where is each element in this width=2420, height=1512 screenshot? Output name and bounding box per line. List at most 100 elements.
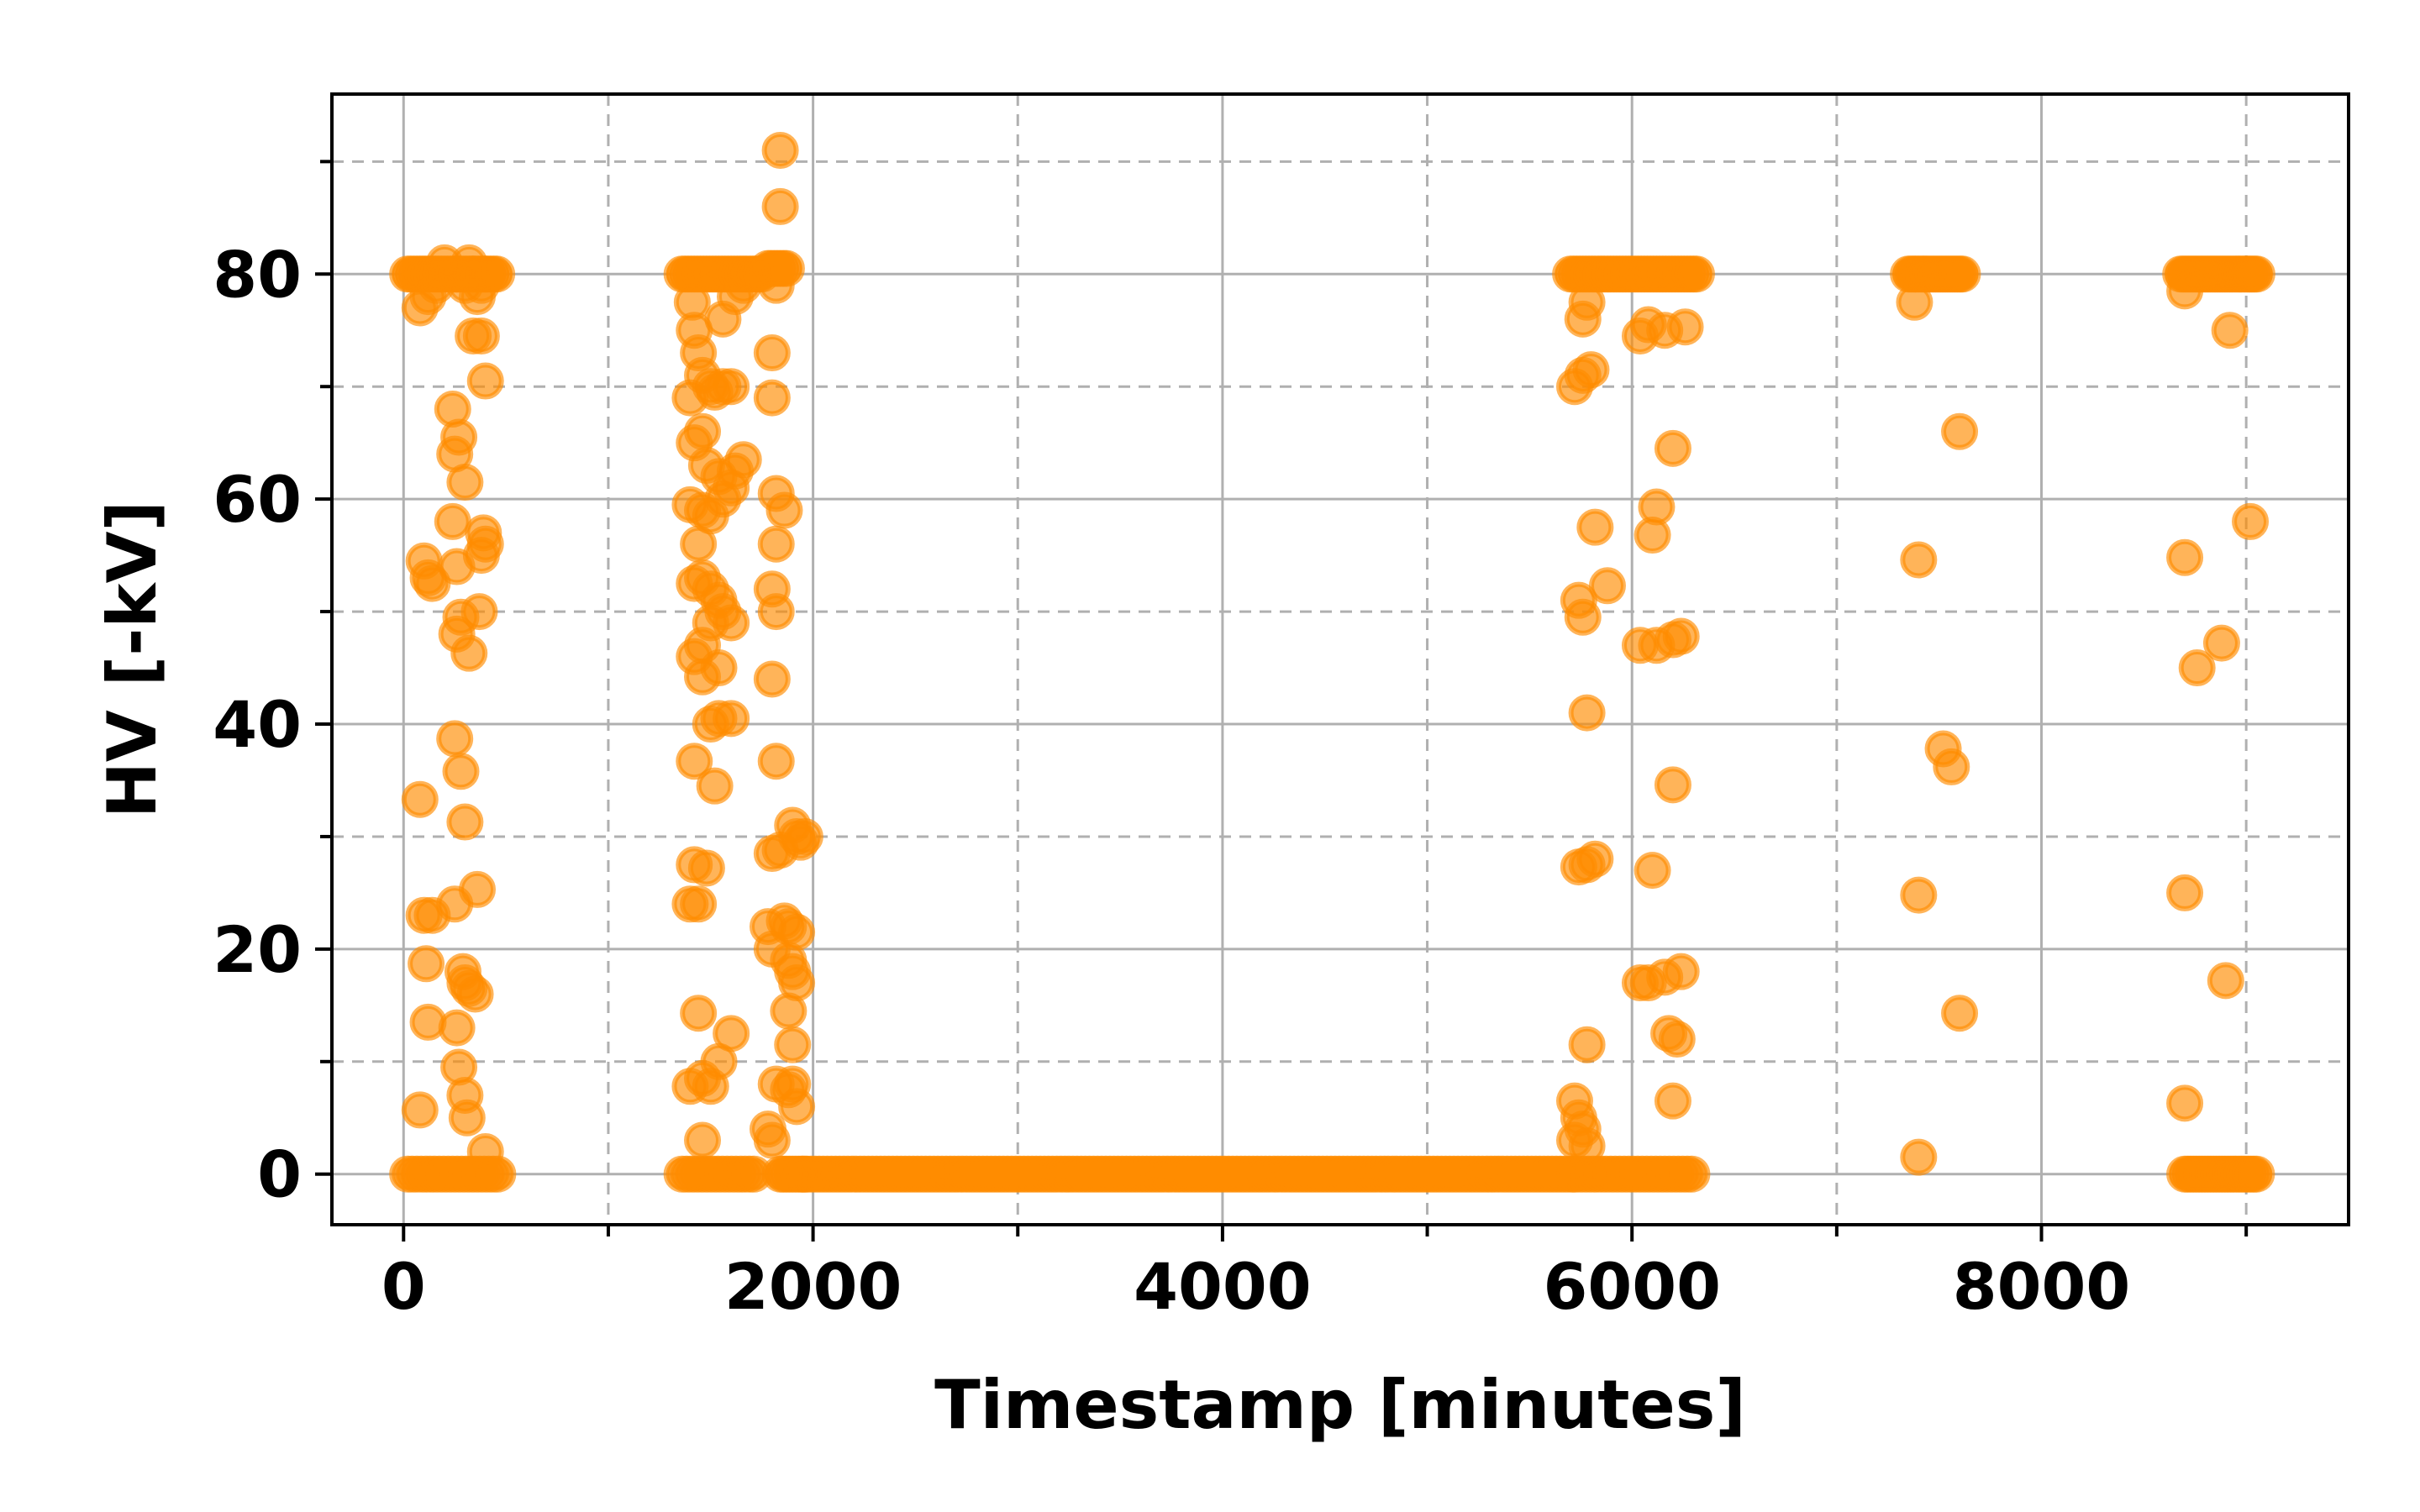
- data-point: [466, 1132, 504, 1170]
- data-point: [1933, 748, 1970, 785]
- data-point: [1634, 517, 1671, 554]
- data-point: [2166, 874, 2204, 911]
- data-point: [684, 1121, 722, 1159]
- data-point: [2202, 624, 2240, 662]
- data-point: [2166, 538, 2204, 576]
- data-point: [2166, 1084, 2204, 1122]
- data-point: [466, 362, 504, 400]
- y-tick-labels: 0 20 40 60 80: [213, 237, 302, 1211]
- data-point: [1662, 953, 1700, 990]
- data-point: [1634, 852, 1671, 890]
- data-point: [1900, 876, 1938, 914]
- data-point: [401, 780, 439, 818]
- data-point: [757, 266, 795, 304]
- data-point: [765, 491, 803, 529]
- axis-ticks: [315, 160, 2249, 1242]
- y-tick-label: 60: [213, 462, 302, 537]
- data-point: [1564, 598, 1602, 636]
- data-point: [442, 753, 480, 790]
- data-point: [1572, 351, 1610, 389]
- data-point: [462, 317, 500, 354]
- x-tick-label: 6000: [1543, 1249, 1721, 1324]
- plot-frame: [330, 92, 2350, 1226]
- x-axis-label: Timestamp [minutes]: [934, 1366, 1746, 1444]
- data-point: [450, 634, 488, 672]
- y-tick-label: 0: [257, 1137, 302, 1212]
- data-points: [389, 131, 2275, 1193]
- data-point: [713, 368, 750, 406]
- data-point: [781, 823, 819, 861]
- data-point: [466, 255, 504, 293]
- data-point: [458, 870, 496, 908]
- x-tick-label: 8000: [1953, 1249, 2131, 1324]
- data-point: [1654, 429, 1691, 467]
- data-point: [757, 743, 795, 780]
- data-point: [1666, 308, 1704, 346]
- data-point: [2238, 255, 2275, 293]
- data-point: [2207, 962, 2244, 1000]
- data-point: [1564, 300, 1602, 338]
- data-point: [753, 660, 791, 698]
- data-point: [1900, 541, 1938, 579]
- data-point: [770, 992, 808, 1030]
- data-point: [761, 131, 799, 169]
- data-point: [413, 564, 451, 602]
- data-point: [2211, 312, 2249, 349]
- data-point: [456, 975, 494, 1013]
- data-point: [408, 945, 445, 983]
- data-point: [460, 593, 498, 631]
- data-point: [2238, 1155, 2275, 1193]
- y-tick-label: 80: [213, 237, 302, 312]
- data-point: [774, 1026, 812, 1063]
- data-point: [761, 187, 799, 225]
- minor-grid-lines: [332, 94, 2349, 1225]
- data-point: [1941, 412, 1979, 450]
- data-point: [1941, 995, 1979, 1032]
- data-point: [753, 1121, 791, 1159]
- data-point: [436, 720, 474, 758]
- data-point: [1944, 255, 1981, 293]
- data-point: [757, 525, 795, 563]
- data-point: [757, 593, 795, 631]
- data-point: [1662, 617, 1700, 655]
- data-point: [434, 502, 471, 540]
- data-point: [713, 700, 750, 738]
- data-point: [786, 1155, 823, 1193]
- data-point: [1576, 508, 1614, 546]
- data-point: [1896, 283, 1933, 321]
- x-tick-label: 2000: [724, 1249, 902, 1324]
- data-point: [1654, 766, 1691, 804]
- x-tick-label: 0: [381, 1249, 426, 1324]
- data-point: [448, 1099, 486, 1137]
- data-point: [1568, 1127, 1606, 1165]
- data-point: [724, 441, 762, 479]
- y-tick-label: 40: [213, 687, 302, 762]
- data-point: [700, 649, 738, 687]
- data-point: [1654, 1082, 1691, 1120]
- data-point: [1568, 694, 1606, 732]
- data-point: [680, 885, 718, 923]
- data-point: [1677, 255, 1715, 293]
- data-point: [692, 1068, 729, 1105]
- y-tick-label: 20: [213, 912, 302, 987]
- x-tick-labels: 0 2000 4000 6000 8000: [381, 1249, 2130, 1324]
- data-point: [401, 1091, 439, 1129]
- data-point: [1673, 1155, 1711, 1193]
- data-point: [1588, 567, 1626, 605]
- data-point: [687, 849, 725, 887]
- data-point: [696, 767, 734, 805]
- data-point: [2232, 502, 2270, 540]
- data-point: [446, 464, 484, 501]
- data-point: [1900, 1138, 1938, 1176]
- data-point: [680, 995, 718, 1032]
- data-point: [1576, 840, 1614, 878]
- data-point: [2166, 272, 2204, 310]
- data-point: [1568, 1026, 1606, 1063]
- data-point: [724, 266, 762, 304]
- x-tick-label: 4000: [1134, 1249, 1312, 1324]
- data-point: [446, 803, 484, 841]
- y-axis-label: HV [-kV]: [93, 501, 171, 818]
- data-point: [1658, 1021, 1696, 1058]
- data-point: [676, 743, 713, 780]
